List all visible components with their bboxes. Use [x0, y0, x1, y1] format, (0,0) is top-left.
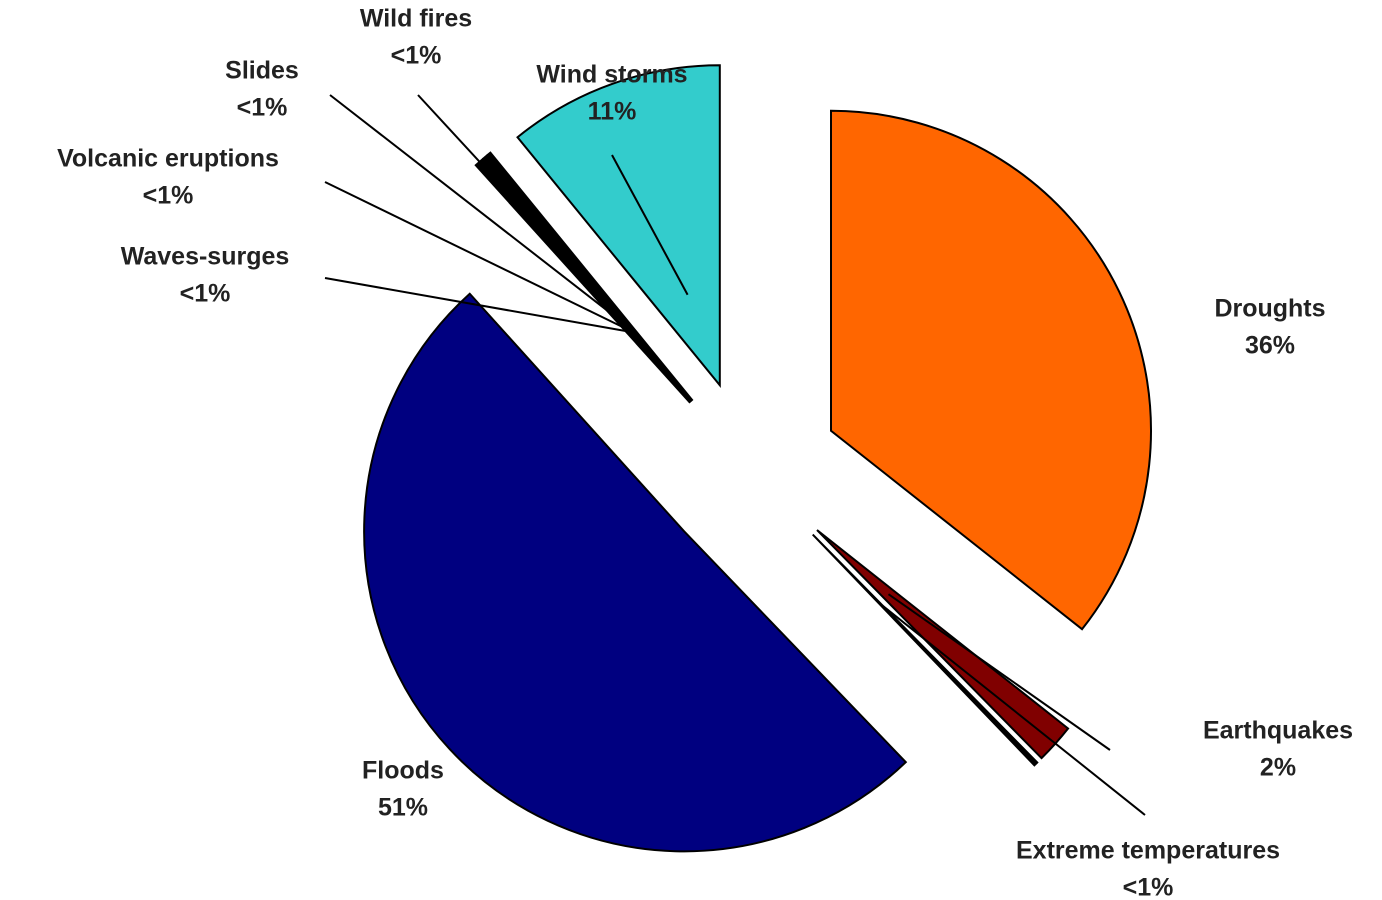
- pie-slice: [830, 109, 1152, 631]
- leader-line: [887, 593, 1111, 751]
- slice-value-label: <1%: [180, 280, 231, 308]
- leader-line: [329, 94, 631, 329]
- slice-value-label: <1%: [391, 42, 442, 70]
- pie-slice: [363, 292, 908, 853]
- slice-label: Wild fires: [360, 5, 472, 33]
- pie-slice: [812, 533, 1039, 767]
- leader-line: [324, 277, 627, 333]
- slice-label: Earthquakes: [1203, 717, 1353, 745]
- slice-label: Waves-surges: [121, 243, 290, 271]
- slice-value-label: <1%: [143, 182, 194, 210]
- pie-slice: [516, 64, 721, 389]
- slice-value-label: 51%: [378, 794, 428, 822]
- slice-label: Droughts: [1214, 295, 1325, 323]
- slice-label: Floods: [362, 757, 444, 785]
- slice-value-label: 11%: [588, 98, 637, 126]
- slice-value-label: <1%: [1123, 874, 1174, 900]
- slice-label: Volcanic eruptions: [57, 145, 279, 173]
- slice-label: Extreme temperatures: [1016, 837, 1280, 865]
- slice-label: Wind storms: [536, 61, 687, 89]
- leader-line: [879, 602, 1146, 816]
- leader-line: [611, 154, 689, 296]
- leader-line: [417, 94, 633, 328]
- slice-value-label: <1%: [237, 94, 288, 122]
- slice-value-label: 2%: [1260, 754, 1296, 782]
- leader-line: [324, 181, 629, 331]
- slice-label: Slides: [225, 57, 299, 85]
- pie-slice: [485, 151, 694, 402]
- slice-value-label: 36%: [1245, 332, 1295, 360]
- pie-slice: [474, 161, 691, 404]
